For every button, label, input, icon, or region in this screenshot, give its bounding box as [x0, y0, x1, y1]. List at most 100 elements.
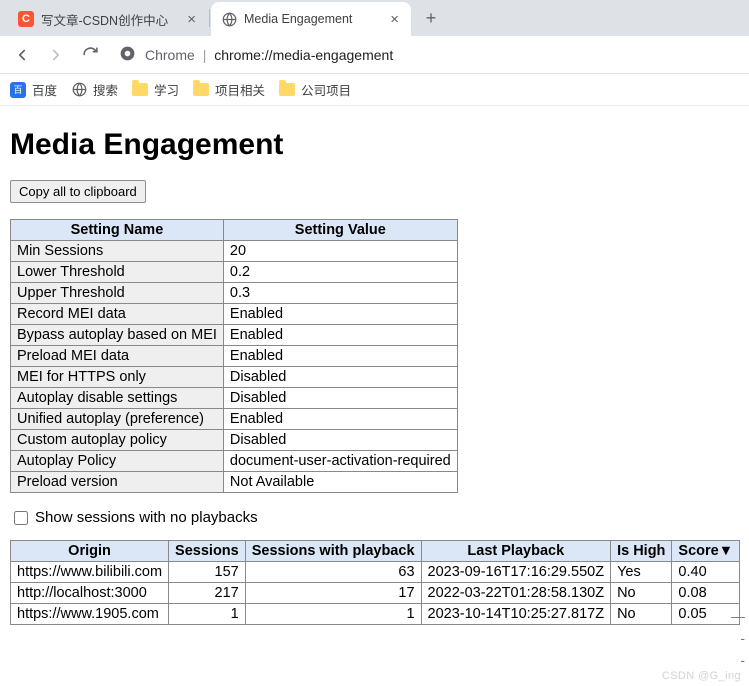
- bookmark-study[interactable]: 学习: [132, 80, 179, 99]
- setting-value: Disabled: [223, 388, 457, 409]
- setting-value: 0.3: [223, 283, 457, 304]
- setting-value: 0.2: [223, 262, 457, 283]
- checkbox-label-text: Show sessions with no playbacks: [35, 509, 258, 526]
- settings-table: Setting Name Setting Value Min Sessions2…: [10, 219, 458, 493]
- setting-name: Custom autoplay policy: [11, 430, 224, 451]
- setting-name: Record MEI data: [11, 304, 224, 325]
- setting-value: 20: [223, 241, 457, 262]
- sessions-header[interactable]: Last Playback: [421, 541, 611, 562]
- setting-name: Bypass autoplay based on MEI: [11, 325, 224, 346]
- settings-row: Autoplay disable settingsDisabled: [11, 388, 458, 409]
- setting-value: Enabled: [223, 304, 457, 325]
- table-cell: 0.40: [672, 562, 740, 583]
- table-cell: 217: [169, 583, 246, 604]
- settings-row: Upper Threshold0.3: [11, 283, 458, 304]
- table-cell: 157: [169, 562, 246, 583]
- bookmark-label: 百度: [32, 80, 57, 99]
- table-cell: Yes: [611, 562, 672, 583]
- sessions-header[interactable]: Origin: [11, 541, 169, 562]
- bookmark-search[interactable]: 搜索: [71, 80, 118, 99]
- close-icon[interactable]: ×: [388, 12, 401, 27]
- chrome-logo-icon: [120, 46, 135, 64]
- table-cell: 2023-09-16T17:16:29.550Z: [421, 562, 611, 583]
- settings-row: Autoplay Policydocument-user-activation-…: [11, 451, 458, 472]
- back-button[interactable]: [8, 41, 36, 69]
- table-cell: 63: [245, 562, 421, 583]
- tab-csdn[interactable]: C 写文章-CSDN创作中心 ×: [8, 2, 208, 36]
- folder-icon: [279, 83, 295, 96]
- table-cell: http://localhost:3000: [11, 583, 169, 604]
- settings-row: Preload MEI dataEnabled: [11, 346, 458, 367]
- tab-title: 写文章-CSDN创作中心: [41, 10, 178, 29]
- decorative-dash: -: [740, 652, 745, 668]
- setting-name: Preload MEI data: [11, 346, 224, 367]
- new-tab-button[interactable]: +: [417, 4, 445, 32]
- setting-name: Autoplay disable settings: [11, 388, 224, 409]
- forward-button[interactable]: [42, 41, 70, 69]
- show-no-playbacks-checkbox[interactable]: [14, 511, 28, 525]
- table-cell: 17: [245, 583, 421, 604]
- setting-name: Lower Threshold: [11, 262, 224, 283]
- table-cell: 0.05: [672, 604, 740, 625]
- url-path: chrome://media-engagement: [214, 47, 393, 63]
- setting-name: Autoplay Policy: [11, 451, 224, 472]
- folder-icon: [193, 83, 209, 96]
- bookmark-baidu[interactable]: 百 百度: [10, 80, 57, 99]
- tab-strip: C 写文章-CSDN创作中心 × Media Engagement × +: [0, 0, 749, 36]
- decorative-dash: —: [731, 608, 745, 624]
- tab-media-engagement[interactable]: Media Engagement ×: [211, 2, 411, 36]
- close-icon[interactable]: ×: [185, 12, 198, 27]
- setting-name: MEI for HTTPS only: [11, 367, 224, 388]
- settings-row: MEI for HTTPS onlyDisabled: [11, 367, 458, 388]
- table-cell: 1: [169, 604, 246, 625]
- settings-row: Lower Threshold0.2: [11, 262, 458, 283]
- watermark: CSDN @G_ing: [662, 670, 741, 682]
- sessions-header[interactable]: Sessions: [169, 541, 246, 562]
- settings-row: Custom autoplay policyDisabled: [11, 430, 458, 451]
- table-cell: No: [611, 583, 672, 604]
- csdn-icon: C: [18, 11, 34, 27]
- bookmark-project-related[interactable]: 项目相关: [193, 80, 265, 99]
- setting-value: Disabled: [223, 430, 457, 451]
- table-cell: 1: [245, 604, 421, 625]
- show-no-playbacks-label[interactable]: Show sessions with no playbacks: [14, 509, 739, 526]
- setting-name: Preload version: [11, 472, 224, 493]
- setting-name: Unified autoplay (preference): [11, 409, 224, 430]
- setting-value: Enabled: [223, 325, 457, 346]
- setting-value: Disabled: [223, 367, 457, 388]
- page-content: Media Engagement Copy all to clipboard S…: [0, 106, 749, 651]
- url-scheme: Chrome: [145, 47, 195, 63]
- table-cell: 2023-10-14T10:25:27.817Z: [421, 604, 611, 625]
- bookmarks-bar: 百 百度 搜索 学习 项目相关 公司项目: [0, 74, 749, 106]
- setting-value: Not Available: [223, 472, 457, 493]
- settings-row: Record MEI dataEnabled: [11, 304, 458, 325]
- globe-icon: [71, 82, 87, 98]
- tab-title: Media Engagement: [244, 12, 381, 26]
- bookmark-label: 搜索: [93, 80, 118, 99]
- settings-row: Preload versionNot Available: [11, 472, 458, 493]
- reload-button[interactable]: [76, 41, 104, 69]
- setting-value: document-user-activation-required: [223, 451, 457, 472]
- baidu-icon: 百: [10, 82, 26, 98]
- setting-value: Enabled: [223, 409, 457, 430]
- copy-all-button[interactable]: Copy all to clipboard: [10, 180, 146, 203]
- toolbar: Chrome | chrome://media-engagement: [0, 36, 749, 74]
- sessions-header[interactable]: Score▼: [672, 541, 740, 562]
- bookmark-company-project[interactable]: 公司项目: [279, 80, 351, 99]
- table-cell: 2022-03-22T01:28:58.130Z: [421, 583, 611, 604]
- url-separator: |: [203, 47, 207, 63]
- settings-row: Unified autoplay (preference)Enabled: [11, 409, 458, 430]
- table-cell: https://www.bilibili.com: [11, 562, 169, 583]
- table-row: http://localhost:3000217172022-03-22T01:…: [11, 583, 740, 604]
- setting-value: Enabled: [223, 346, 457, 367]
- setting-name: Upper Threshold: [11, 283, 224, 304]
- table-cell: https://www.1905.com: [11, 604, 169, 625]
- address-bar[interactable]: Chrome | chrome://media-engagement: [110, 41, 741, 69]
- sessions-header[interactable]: Is High: [611, 541, 672, 562]
- sessions-header[interactable]: Sessions with playback: [245, 541, 421, 562]
- tab-separator: [209, 9, 210, 27]
- folder-icon: [132, 83, 148, 96]
- bookmark-label: 学习: [154, 80, 179, 99]
- settings-header-value: Setting Value: [223, 220, 457, 241]
- setting-name: Min Sessions: [11, 241, 224, 262]
